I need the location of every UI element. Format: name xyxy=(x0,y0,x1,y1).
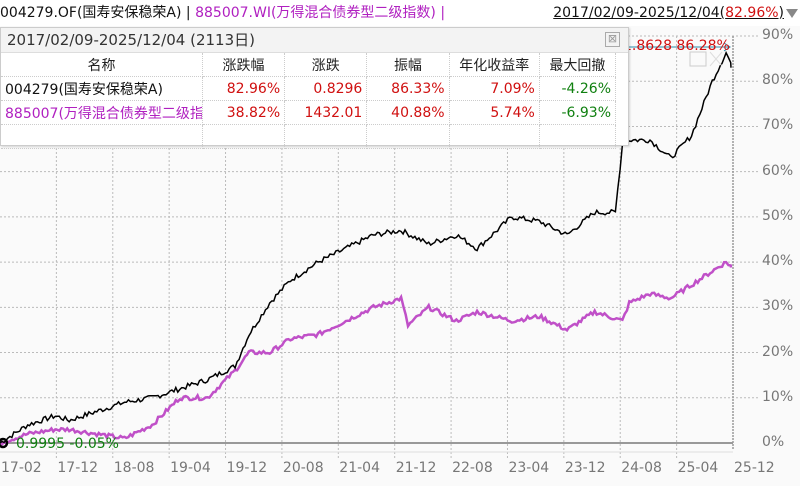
y-tick-label: 60% xyxy=(762,162,794,179)
separator: | xyxy=(181,5,196,21)
table-header-row: 名称 涨跌幅 涨跌 振幅 年化收益率 最大回撤 xyxy=(1,53,617,77)
index-series-line[interactable] xyxy=(0,260,733,447)
x-tick-label: 25-04 xyxy=(677,460,719,476)
row-annualized: 7.09% xyxy=(449,76,540,101)
row-annualized: 5.74% xyxy=(449,100,540,125)
range-return-pct: 82.96% xyxy=(725,5,779,21)
x-tick-label: 23-12 xyxy=(564,460,606,476)
row-max-drawdown: -6.93% xyxy=(539,100,617,125)
table-row[interactable]: 004279(国寿安保稳荣A) 82.96% 0.8296 86.33% 7.0… xyxy=(1,76,617,101)
x-tick-label: 21-12 xyxy=(395,460,437,476)
row-max-drawdown: -4.26% xyxy=(539,76,617,101)
y-tick-label: 80% xyxy=(762,72,794,89)
y-tick-label: 0% xyxy=(762,434,785,450)
col-header-change: 涨跌 xyxy=(284,53,368,77)
y-tick-label: 40% xyxy=(762,253,794,270)
x-tick-label: 17-12 xyxy=(57,460,99,476)
x-tick-label: 19-04 xyxy=(170,460,211,476)
x-tick-label: 21-04 xyxy=(339,460,380,476)
col-header-change-pct: 涨跌幅 xyxy=(202,53,286,77)
stats-table: 名称 涨跌幅 涨跌 振幅 年化收益率 最大回撤 004279(国寿安保稳荣A) … xyxy=(1,53,617,149)
y-tick-label: 50% xyxy=(762,207,794,224)
row-name: 885007(万得混合债券型二级指数) xyxy=(1,100,203,125)
y-tick-label: 20% xyxy=(762,343,794,360)
close-chart-icon[interactable] xyxy=(709,51,723,67)
col-header-amplitude: 振幅 xyxy=(366,53,450,77)
restore-icon[interactable] xyxy=(689,51,707,67)
peak-arrow-icon xyxy=(723,42,731,52)
x-tick-label: 20-08 xyxy=(282,460,324,476)
y-tick-label: 30% xyxy=(762,298,794,315)
y-tick-label: 70% xyxy=(762,117,794,134)
dropdown-triangle-icon[interactable] xyxy=(786,9,798,18)
col-header-annualized: 年化收益率 xyxy=(449,53,540,77)
range-close-paren: ) xyxy=(778,5,784,21)
popup-close-icon[interactable]: ⊠ xyxy=(605,32,620,47)
row-amplitude: 40.88% xyxy=(366,100,450,125)
interval-stats-popup: 2017/02/09-2025/12/04 (2113日) ⊠ 名称 涨跌幅 涨… xyxy=(0,27,629,149)
table-row[interactable]: 885007(万得混合债券型二级指数) 38.82% 1432.01 40.88… xyxy=(1,100,617,125)
header-legend: 004279.OF(国寿安保稳荣A) | 885007.WI(万得混合债券型二级… xyxy=(0,0,445,26)
date-range-text: 2017/02/09-2025/12/04( xyxy=(553,5,726,21)
row-amplitude: 86.33% xyxy=(366,76,450,101)
y-tick-label: 90% xyxy=(762,27,794,43)
popup-title: 2017/02/09-2025/12/04 (2113日) xyxy=(1,28,628,53)
col-header-max-drawdown: 最大回撤 xyxy=(539,53,617,77)
row-name: 004279(国寿安保稳荣A) xyxy=(1,76,203,101)
row-change-pct: 82.96% xyxy=(202,76,286,101)
start-value-label: 0.9995 -0.05% xyxy=(16,436,119,452)
fund-series-line[interactable] xyxy=(0,50,732,444)
peak-value-label: 1.8628 86.28% xyxy=(623,38,730,54)
chart-header: 004279.OF(国寿安保稳荣A) | 885007.WI(万得混合债券型二级… xyxy=(0,0,800,26)
row-change: 0.8296 xyxy=(284,76,368,101)
x-tick-label: 25-12 xyxy=(734,460,775,476)
row-change-pct: 38.82% xyxy=(202,100,286,125)
x-tick-label: 24-08 xyxy=(621,460,662,476)
x-tick-label: 23-04 xyxy=(508,460,550,476)
fund-legend-label[interactable]: 004279.OF(国寿安保稳荣A) xyxy=(0,5,182,21)
col-header-name: 名称 xyxy=(1,53,203,77)
date-range-selector[interactable]: 2017/02/09-2025/12/04(82.96%) xyxy=(553,0,784,26)
row-change: 1432.01 xyxy=(284,100,368,125)
x-tick-label: 18-08 xyxy=(113,460,155,476)
x-tick-label: 19-12 xyxy=(226,460,268,476)
x-tick-label: 17-02 xyxy=(1,460,42,476)
table-empty-row xyxy=(1,124,617,149)
index-legend-label[interactable]: 885007.WI(万得混合债券型二级指数) xyxy=(195,5,436,21)
x-tick-label: 22-08 xyxy=(452,460,493,476)
y-tick-label: 10% xyxy=(762,388,794,405)
separator: | xyxy=(435,5,446,21)
start-point-marker xyxy=(0,437,9,449)
